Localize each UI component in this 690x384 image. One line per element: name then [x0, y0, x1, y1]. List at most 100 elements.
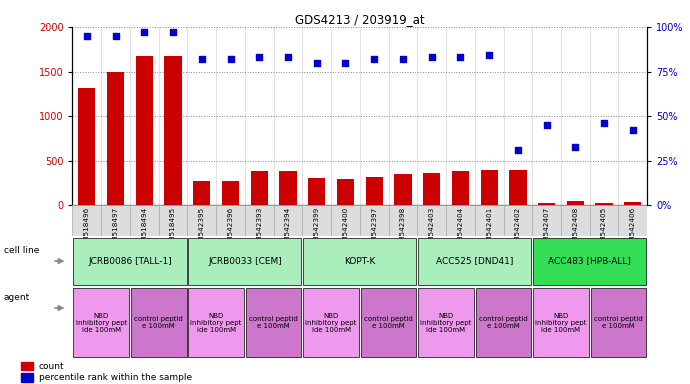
Bar	[591, 288, 647, 357]
Bar	[274, 205, 302, 236]
Point	[541, 122, 552, 128]
Text: GSM542394: GSM542394	[285, 206, 291, 251]
Point	[311, 60, 322, 66]
Text: control peptid
e 100mM: control peptid e 100mM	[594, 316, 643, 329]
Text: GSM542408: GSM542408	[573, 206, 578, 251]
Bar	[533, 288, 589, 357]
Bar	[446, 205, 475, 236]
Bar	[394, 174, 411, 205]
Point	[168, 29, 179, 35]
Bar	[418, 238, 531, 285]
Text: control peptid
e 100mM: control peptid e 100mM	[364, 316, 413, 329]
Text: control peptid
e 100mM: control peptid e 100mM	[135, 316, 183, 329]
Bar	[417, 205, 446, 236]
Bar	[590, 205, 618, 236]
Bar	[245, 205, 274, 236]
Text: GSM542395: GSM542395	[199, 206, 205, 251]
Point	[225, 56, 236, 62]
Bar	[188, 288, 244, 357]
Bar	[566, 200, 584, 205]
Bar	[308, 178, 326, 205]
Text: GSM542396: GSM542396	[228, 206, 233, 251]
Point	[139, 29, 150, 35]
Point	[282, 54, 293, 60]
Point	[368, 56, 380, 62]
Bar	[359, 205, 388, 236]
Bar	[101, 205, 130, 236]
Point	[397, 56, 408, 62]
Bar	[136, 56, 153, 205]
Bar	[78, 88, 95, 205]
Text: GSM542407: GSM542407	[544, 206, 550, 251]
Bar	[164, 56, 181, 205]
Text: GSM542399: GSM542399	[314, 206, 319, 251]
Text: GSM542397: GSM542397	[371, 206, 377, 251]
Bar	[361, 288, 417, 357]
Bar	[532, 205, 561, 236]
Bar	[452, 171, 469, 205]
Bar	[73, 288, 129, 357]
Text: NBD
inhibitory pept
ide 100mM: NBD inhibitory pept ide 100mM	[420, 313, 472, 333]
Bar	[250, 171, 268, 205]
Bar	[130, 205, 159, 236]
Text: control peptid
e 100mM: control peptid e 100mM	[249, 316, 298, 329]
Point	[570, 144, 581, 150]
Point	[81, 33, 92, 39]
Bar	[475, 205, 504, 236]
Bar	[618, 205, 647, 236]
Point	[340, 60, 351, 66]
Bar	[423, 173, 440, 205]
Text: GSM542402: GSM542402	[515, 206, 521, 251]
Bar	[302, 205, 331, 236]
Point	[196, 56, 207, 62]
Bar	[159, 205, 188, 236]
Bar	[216, 205, 245, 236]
Bar	[21, 373, 33, 382]
Point	[484, 52, 495, 58]
Text: ACC483 [HPB-ALL]: ACC483 [HPB-ALL]	[549, 257, 631, 266]
Text: GSM542404: GSM542404	[457, 206, 464, 251]
Bar	[624, 202, 642, 205]
Bar	[303, 288, 359, 357]
Text: NBD
inhibitory pept
ide 100mM: NBD inhibitory pept ide 100mM	[190, 313, 242, 333]
Bar	[188, 238, 302, 285]
Text: NBD
inhibitory pept
ide 100mM: NBD inhibitory pept ide 100mM	[306, 313, 357, 333]
Point	[254, 54, 265, 60]
Point	[513, 147, 524, 153]
Point	[455, 54, 466, 60]
Point	[426, 54, 437, 60]
Text: agent: agent	[3, 293, 30, 301]
Bar	[222, 181, 239, 205]
Text: GSM542393: GSM542393	[256, 206, 262, 251]
Text: count: count	[39, 361, 64, 371]
Bar	[131, 288, 186, 357]
Text: NBD
inhibitory pept
ide 100mM: NBD inhibitory pept ide 100mM	[535, 313, 586, 333]
Point	[599, 120, 610, 126]
Bar	[475, 288, 531, 357]
Bar	[279, 170, 297, 205]
Text: cell line: cell line	[3, 246, 39, 255]
Bar	[188, 205, 216, 236]
Bar	[303, 238, 417, 285]
Point	[627, 127, 638, 134]
Text: GSM518494: GSM518494	[141, 206, 147, 251]
Text: NBD
inhibitory pept
ide 100mM: NBD inhibitory pept ide 100mM	[75, 313, 127, 333]
Bar	[418, 288, 474, 357]
Text: ACC525 [DND41]: ACC525 [DND41]	[436, 257, 513, 266]
Bar	[107, 71, 124, 205]
Text: GSM518497: GSM518497	[112, 206, 119, 251]
Text: GSM542398: GSM542398	[400, 206, 406, 251]
Bar	[246, 288, 302, 357]
Bar	[595, 203, 613, 205]
Text: KOPT-K: KOPT-K	[344, 257, 375, 266]
Text: control peptid
e 100mM: control peptid e 100mM	[479, 316, 528, 329]
Bar	[366, 177, 383, 205]
Bar	[504, 205, 532, 236]
Text: GSM542400: GSM542400	[342, 206, 348, 251]
Bar	[509, 170, 526, 205]
Bar	[73, 238, 186, 285]
Text: GSM518496: GSM518496	[83, 206, 90, 251]
Bar	[480, 170, 497, 205]
Text: GSM518495: GSM518495	[170, 206, 176, 251]
Title: GDS4213 / 203919_at: GDS4213 / 203919_at	[295, 13, 424, 26]
